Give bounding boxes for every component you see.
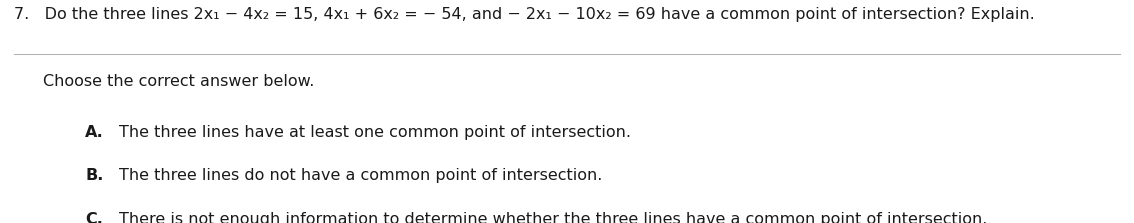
Text: B.: B. [85, 168, 103, 183]
Text: There is not enough information to determine whether the three lines have a comm: There is not enough information to deter… [119, 212, 988, 223]
Text: A.: A. [85, 125, 104, 140]
Text: C.: C. [85, 212, 103, 223]
Text: Choose the correct answer below.: Choose the correct answer below. [43, 74, 314, 89]
Text: The three lines do not have a common point of intersection.: The three lines do not have a common poi… [119, 168, 602, 183]
Text: The three lines have at least one common point of intersection.: The three lines have at least one common… [119, 125, 631, 140]
Text: 7.   Do the three lines 2x₁ − 4x₂ = 15, 4x₁ + 6x₂ = − 54, and − 2x₁ − 10x₂ = 69 : 7. Do the three lines 2x₁ − 4x₂ = 15, 4x… [14, 7, 1034, 22]
